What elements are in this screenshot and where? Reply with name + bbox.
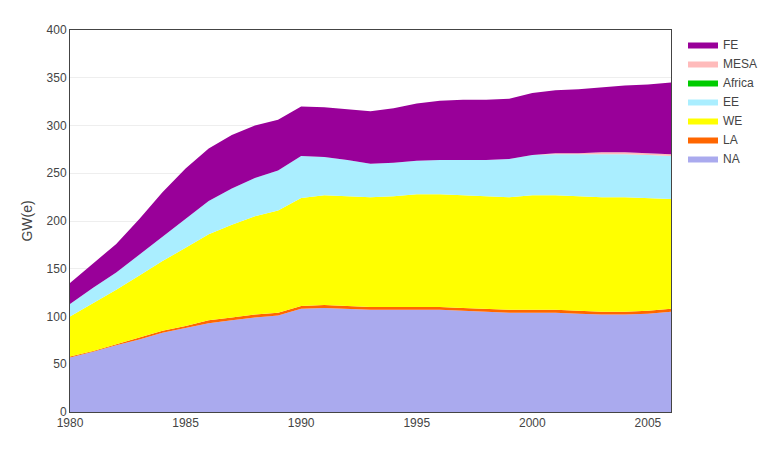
svg-text:FE: FE xyxy=(723,38,738,52)
svg-text:1990: 1990 xyxy=(288,416,315,430)
svg-text:1980: 1980 xyxy=(57,416,84,430)
svg-text:WE: WE xyxy=(723,114,742,128)
svg-text:MESA: MESA xyxy=(723,57,757,71)
svg-text:GW(e): GW(e) xyxy=(19,200,35,241)
svg-text:1985: 1985 xyxy=(172,416,199,430)
svg-text:150: 150 xyxy=(47,262,67,276)
svg-text:0: 0 xyxy=(60,405,67,419)
svg-text:EE: EE xyxy=(723,95,739,109)
svg-text:50: 50 xyxy=(53,357,67,371)
svg-text:2000: 2000 xyxy=(519,416,546,430)
svg-text:100: 100 xyxy=(47,310,67,324)
svg-text:LA: LA xyxy=(723,133,738,147)
svg-text:350: 350 xyxy=(47,71,67,85)
svg-text:2005: 2005 xyxy=(635,416,662,430)
svg-text:400: 400 xyxy=(47,23,67,37)
svg-text:300: 300 xyxy=(47,119,67,133)
svg-text:1995: 1995 xyxy=(403,416,430,430)
svg-text:250: 250 xyxy=(47,166,67,180)
svg-text:NA: NA xyxy=(723,152,740,166)
svg-text:Africa: Africa xyxy=(723,76,754,90)
svg-text:200: 200 xyxy=(47,214,67,228)
